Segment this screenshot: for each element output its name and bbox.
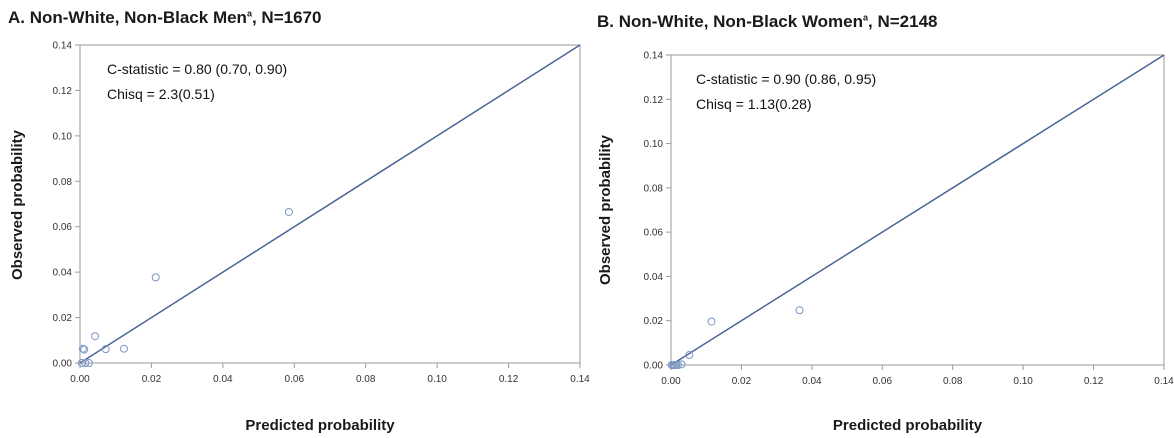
panel-a-x-tick-label: 0.08 (356, 374, 376, 385)
panel-a-x-tick-label: 0.10 (427, 374, 447, 385)
panel-a-x-tick-label: 0.04 (213, 374, 233, 385)
panel-b-x-tick-label: 0.10 (1013, 376, 1033, 387)
panel-a-y-tick-label: 0.00 (53, 359, 73, 370)
panel-b-x-tick-label: 0.06 (873, 376, 893, 387)
panel-b-reference-line (670, 54, 1165, 366)
panel-a-x-axis-label: Predicted probability (245, 417, 395, 434)
panel-a-c-statistic: C-statistic = 0.80 (0.70, 0.90) (107, 61, 287, 77)
panel-b-y-tick-label: 0.12 (644, 95, 664, 106)
panel-b-y-tick-label: 0.14 (644, 51, 664, 62)
panel-a-x-tick-label: 0.02 (142, 374, 162, 385)
panel-a-x-tick-label: 0.00 (70, 374, 90, 385)
panel-b-y-tick-label: 0.00 (644, 361, 664, 372)
panel-a-x-tick-label: 0.06 (285, 374, 305, 385)
panel-b-data-point (707, 317, 716, 326)
panel-a-x-tick-label: 0.14 (570, 374, 590, 385)
panel-b-chart: 0.00 0.02 0.04 0.06 0.08 0.10 0.12 0.14 0.00 0.02… (597, 51, 1174, 435)
panel-a-title-suffix: , N=1670 (251, 8, 322, 27)
panel-a-title-text: A. Non-White, Non-Black Men (8, 8, 247, 27)
panel-b-title-suffix: , N=2148 (868, 12, 938, 31)
panel-a-reference-line (79, 44, 581, 364)
panel-a-data-point (80, 345, 89, 354)
panel-a-data-point (84, 359, 93, 367)
panel-a-title: A. Non-White, Non-Black Mena, N=1670 (8, 8, 321, 28)
panel-b-x-tick-label: 0.08 (943, 376, 963, 387)
panel-a-data-point (151, 273, 160, 282)
panel-b-data-point (677, 360, 686, 369)
panel-a-y-tick-label: 0.04 (53, 268, 73, 279)
panel-a-y-tick-label: 0.12 (53, 86, 73, 97)
panel-a-y-tick-label: 0.08 (53, 177, 73, 188)
panel-b-x-tick-label: 0.00 (661, 376, 681, 387)
panel-a-title-superscript: a (246, 8, 252, 19)
panel-b-x-tick-label: 0.04 (802, 376, 822, 387)
panel-a-y-tick-label: 0.06 (53, 222, 73, 233)
panel-b-data-point (795, 306, 804, 315)
panel-a-data-point (91, 332, 99, 341)
panel-b-x-tick-label: 0.12 (1084, 376, 1104, 387)
panel-b-x-tick-label: 0.02 (732, 376, 752, 387)
panel-b-chisq: Chisq = 1.13(0.28) (696, 96, 812, 112)
panel-b-y-tick-label: 0.08 (644, 183, 664, 194)
panel-a-data-point (81, 359, 90, 367)
panel-a-chart: 0.00 0.02 0.04 0.06 0.08 0.10 0.12 0.14 0.00 0.02… (9, 41, 590, 435)
panel-a-x-tick-label: 0.12 (499, 374, 519, 385)
panel-b: B. Non-White, Non-Black Womena, N=2148 0… (588, 0, 1174, 438)
panel-a-y-tick-label: 0.10 (53, 131, 73, 142)
panel-b-title-text: B. Non-White, Non-Black Women (597, 12, 864, 31)
panel-b-data-point (674, 361, 683, 369)
panel-b-y-tick-label: 0.02 (644, 316, 664, 327)
panel-b-y-tick-label: 0.04 (644, 272, 664, 283)
panel-b-c-statistic: C-statistic = 0.90 (0.86, 0.95) (696, 71, 876, 87)
panel-a-y-tick-label: 0.02 (53, 313, 73, 324)
panel-b-y-tick-label: 0.06 (644, 228, 664, 239)
panel-a: A. Non-White, Non-Black Mena, N=1670 0.0… (8, 8, 590, 435)
panel-b-x-axis-label: Predicted probability (833, 417, 983, 434)
panel-a-chisq: Chisq = 2.3(0.51) (107, 86, 215, 102)
panel-a-data-point (119, 344, 128, 353)
panel-b-y-tick-label: 0.10 (644, 139, 664, 150)
panel-b-title: B. Non-White, Non-Black Womena, N=2148 (597, 12, 938, 32)
panel-a-data-point (284, 207, 293, 216)
panel-a-y-axis-label: Observed probability (9, 129, 26, 280)
panel-b-y-axis-label: Observed probability (597, 134, 614, 285)
panel-b-title-superscript: a (863, 12, 869, 23)
panel-a-y-tick-label: 0.14 (53, 41, 73, 52)
panel-a-data-point (101, 345, 110, 354)
panel-b-data-point (685, 351, 694, 360)
panel-b-x-tick-label: 0.14 (1154, 376, 1174, 387)
panel-a-data-point (78, 344, 87, 353)
